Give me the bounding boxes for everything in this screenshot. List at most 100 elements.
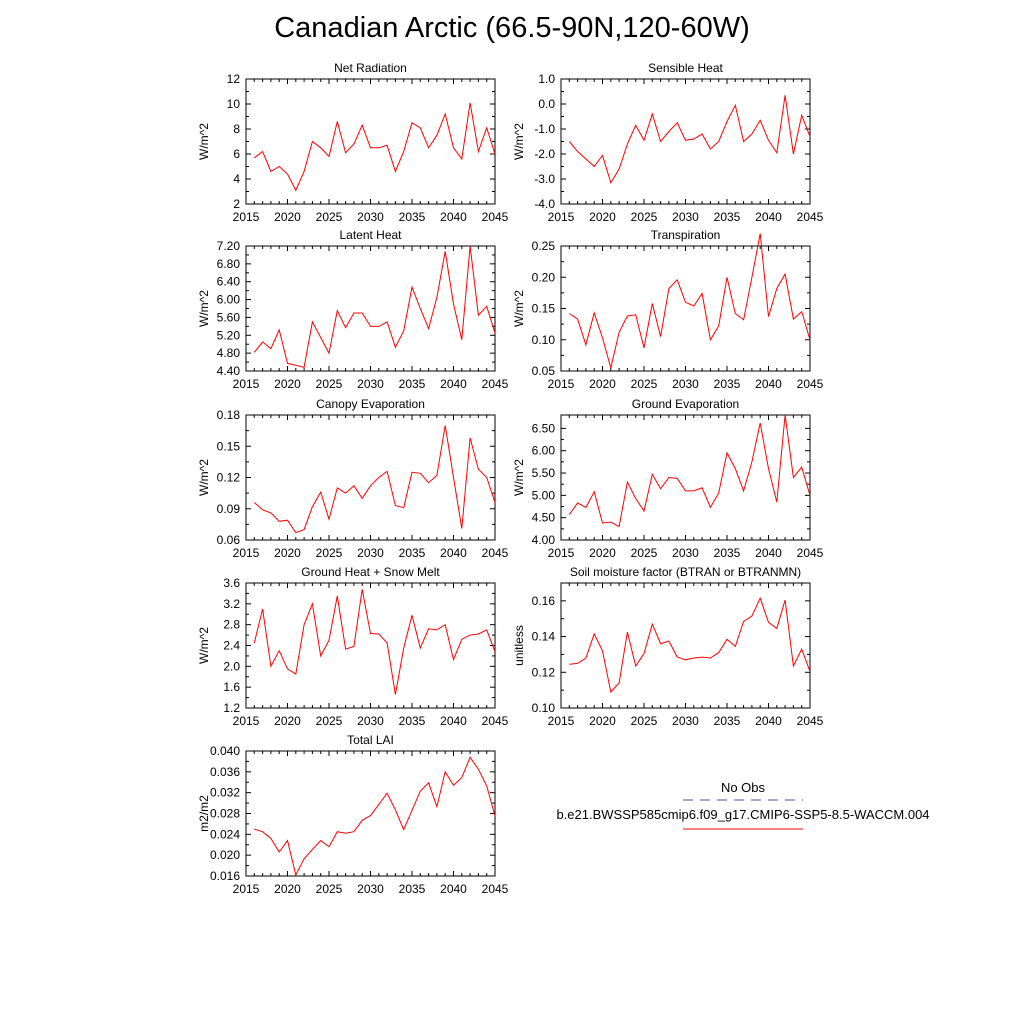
- chart-panel: Transpiration W/m^2 2015 2020 2025 2030 2035 20…: [512, 228, 824, 391]
- y-tick-label: 5.60: [217, 310, 241, 324]
- x-tick-label: 2035: [399, 546, 426, 560]
- y-tick-label: 6.50: [532, 421, 556, 435]
- y-tick-label: 0.16: [532, 594, 556, 608]
- y-tick-label: 0.20: [532, 270, 556, 284]
- x-tick-label: 2020: [589, 377, 616, 391]
- series-line: [253, 102, 496, 192]
- y-tick-label: 2.8: [223, 618, 240, 632]
- x-tick-label: 2035: [399, 377, 426, 391]
- legend: No Obs b.e21.BWSSP585cmip6.f09_g17.CMIP6…: [556, 780, 930, 830]
- plot-frame: [560, 78, 811, 205]
- x-tick-label: 2030: [672, 546, 699, 560]
- y-tick-label: 0.14: [532, 630, 556, 644]
- panel-title: Total LAI: [347, 733, 394, 747]
- x-tick-label: 2030: [357, 882, 384, 896]
- y-tick-label: 0.18: [217, 408, 241, 422]
- y-tick-label: 0.12: [532, 665, 556, 679]
- x-tick-label: 2030: [672, 377, 699, 391]
- plot-frame: [560, 414, 811, 541]
- x-tick-label: 2020: [589, 210, 616, 224]
- x-tick-label: 2015: [233, 546, 260, 560]
- x-tick-label: 2040: [755, 546, 782, 560]
- y-tick-label: 6.40: [217, 275, 241, 289]
- chart-panel: Total LAI m2/m2 2015 2020 2025 2030 2035 2040 20…: [197, 733, 509, 896]
- y-tick-label: 0.0: [538, 97, 555, 111]
- y-tick-label: 6.00: [532, 444, 556, 458]
- y-tick-label: 0.06: [217, 533, 241, 547]
- x-tick-label: 2015: [548, 546, 575, 560]
- x-tick-label: 2015: [233, 714, 260, 728]
- x-tick-label: 2030: [357, 714, 384, 728]
- y-axis-label: W/m^2: [512, 123, 526, 160]
- y-tick-label: 0.09: [217, 502, 241, 516]
- x-tick-label: 2040: [440, 882, 467, 896]
- y-tick-label: 2: [233, 197, 240, 211]
- x-tick-label: 2045: [482, 210, 509, 224]
- panel-title: Transpiration: [651, 228, 721, 242]
- x-tick-label: 2035: [399, 210, 426, 224]
- y-tick-label: 5.20: [217, 328, 241, 342]
- x-tick-label: 2035: [714, 377, 741, 391]
- x-tick-label: 2015: [233, 210, 260, 224]
- series-line: [253, 425, 496, 534]
- y-axis-label: W/m^2: [197, 290, 211, 327]
- y-tick-label: 1.6: [223, 680, 240, 694]
- y-axis-label: W/m^2: [512, 459, 526, 496]
- x-tick-label: 2025: [316, 882, 343, 896]
- x-tick-label: 2045: [482, 377, 509, 391]
- x-tick-label: 2035: [399, 714, 426, 728]
- series-line: [568, 95, 811, 185]
- y-axis-label: m2/m2: [197, 795, 211, 832]
- x-tick-label: 2040: [755, 210, 782, 224]
- y-tick-label: 5.50: [532, 466, 556, 480]
- plot-frame: [245, 78, 496, 205]
- panel-title: Canopy Evaporation: [316, 397, 425, 411]
- x-tick-label: 2025: [316, 210, 343, 224]
- x-tick-label: 2015: [548, 714, 575, 728]
- y-tick-label: 3.2: [223, 597, 240, 611]
- x-tick-label: 2030: [672, 210, 699, 224]
- x-tick-label: 2040: [440, 714, 467, 728]
- x-tick-label: 2020: [589, 546, 616, 560]
- x-tick-label: 2015: [548, 377, 575, 391]
- plot-frame: [245, 245, 496, 372]
- x-tick-label: 2025: [316, 714, 343, 728]
- legend-case-label: b.e21.BWSSP585cmip6.f09_g17.CMIP6-SSP5-8…: [556, 807, 929, 822]
- panel-title: Latent Heat: [339, 228, 402, 242]
- x-tick-label: 2020: [274, 882, 301, 896]
- chart-panel: Latent Heat W/m^2 2015 2020 2025 2030 2035 2040…: [197, 228, 509, 391]
- y-tick-label: 0.15: [532, 302, 556, 316]
- y-axis-label: W/m^2: [197, 459, 211, 496]
- x-tick-label: 2040: [755, 714, 782, 728]
- series-line: [253, 589, 496, 695]
- x-tick-label: 2025: [316, 377, 343, 391]
- series-line: [568, 414, 811, 528]
- x-tick-label: 2020: [274, 546, 301, 560]
- x-tick-label: 2025: [316, 546, 343, 560]
- x-tick-label: 2015: [233, 377, 260, 391]
- x-tick-label: 2015: [548, 210, 575, 224]
- y-tick-label: 12: [227, 72, 241, 86]
- x-tick-label: 2045: [482, 882, 509, 896]
- series-line: [569, 233, 811, 369]
- legend-obs-label: No Obs: [721, 780, 766, 795]
- x-tick-label: 2045: [482, 546, 509, 560]
- y-tick-label: 4: [233, 172, 240, 186]
- y-tick-label: 0.040: [210, 744, 240, 758]
- y-tick-label: 2.0: [223, 659, 240, 673]
- y-tick-label: 0.036: [210, 765, 240, 779]
- y-tick-label: 0.12: [217, 471, 241, 485]
- x-tick-label: 2025: [631, 546, 658, 560]
- x-tick-label: 2015: [233, 882, 260, 896]
- plot-frame: [245, 750, 496, 877]
- y-tick-label: 5.00: [532, 488, 556, 502]
- x-tick-label: 2025: [631, 377, 658, 391]
- x-tick-label: 2040: [440, 210, 467, 224]
- y-tick-label: 3.6: [223, 576, 240, 590]
- y-axis-label: W/m^2: [512, 290, 526, 327]
- y-tick-label: 0.05: [532, 364, 556, 378]
- y-tick-label: 2.4: [223, 639, 240, 653]
- y-tick-label: 10: [227, 97, 241, 111]
- x-tick-label: 2020: [274, 714, 301, 728]
- y-tick-label: 1.0: [538, 72, 555, 86]
